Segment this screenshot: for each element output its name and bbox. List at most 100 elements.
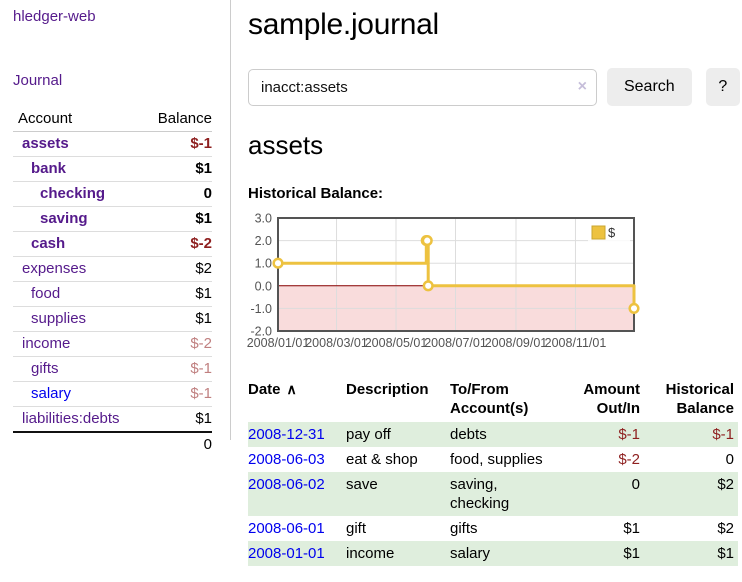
account-balance: $-2 <box>140 231 212 257</box>
transaction-date-link[interactable]: 2008-06-02 <box>248 476 325 493</box>
clear-search-icon[interactable]: × <box>577 77 587 95</box>
account-balance: $2 <box>140 256 212 282</box>
y-tick-label: -1.0 <box>250 302 272 316</box>
register-header-description: Description <box>346 381 429 398</box>
account-link[interactable]: cash <box>31 235 66 252</box>
account-row: expenses $2 <box>13 256 212 282</box>
account-link[interactable]: income <box>22 335 71 352</box>
y-tick-label: 2.0 <box>255 234 272 248</box>
register-header-balance: Historical Balance <box>665 381 734 417</box>
transaction-balance: $2 <box>717 476 734 493</box>
search-input[interactable] <box>248 68 597 106</box>
x-tick-label: 2008/01/01 <box>247 336 310 350</box>
transaction-balance: 0 <box>725 451 734 468</box>
register-table: Date ∧ Description To/From Account(s) Amou… <box>248 378 738 566</box>
account-link[interactable]: bank <box>31 160 67 177</box>
y-tick-label: 0.0 <box>255 279 272 293</box>
account-balance: $1 <box>140 306 212 332</box>
transaction-date-link[interactable]: 2008-06-01 <box>248 520 325 537</box>
account-balance: 0 <box>140 181 212 207</box>
main-content: sample.journal × Search ? assets Histori… <box>247 0 740 566</box>
account-link[interactable]: food <box>31 285 61 302</box>
account-balance: $1 <box>140 206 212 232</box>
account-link[interactable]: salary <box>31 385 72 402</box>
account-balance: $-1 <box>140 131 212 157</box>
register-header-date[interactable]: Date ∧ <box>248 381 297 398</box>
transaction-accounts: food, supplies <box>450 451 543 468</box>
account-link[interactable]: gifts <box>31 360 59 377</box>
account-link[interactable]: supplies <box>31 310 87 327</box>
account-row: food $1 <box>13 281 212 307</box>
account-row: income $-2 <box>13 331 212 357</box>
account-balance: $1 <box>140 281 212 307</box>
transaction-accounts: gifts <box>450 520 478 537</box>
search-button[interactable]: Search <box>606 68 692 106</box>
account-page-title: assets <box>248 130 324 160</box>
account-balance: $1 <box>140 406 212 433</box>
account-row: liabilities:debts $1 <box>13 406 212 433</box>
account-row: checking 0 <box>13 181 212 207</box>
transaction-accounts: debts <box>450 426 487 443</box>
transaction-amount: $1 <box>623 520 640 537</box>
accounts-header-balance: Balance <box>140 107 212 132</box>
data-point-marker <box>272 257 284 269</box>
accounts-table-body: assets $-1 bank $1 checking 0 saving $1 cash $-2 e… <box>13 131 212 433</box>
transaction-amount: $1 <box>623 545 640 562</box>
register-header-amount: Amount Out/In <box>583 381 640 417</box>
transaction-amount: 0 <box>631 476 640 493</box>
sort-ascending-icon[interactable]: ∧ <box>286 381 297 397</box>
register-table-body: 2008-12-31 pay off debts $-1 $-1 2008-06-03 ea… <box>248 422 738 566</box>
account-row: cash $-2 <box>13 231 212 257</box>
accounts-header-account: Account <box>13 107 141 132</box>
historical-balance-chart: $3.0 2.0 1.0 0.0 -1.0 -2.0 2008/01/01 2008/03/0… <box>241 212 740 363</box>
legend-swatch <box>591 225 606 240</box>
account-link[interactable]: checking <box>40 185 106 202</box>
transaction-date-link[interactable]: 2008-12-31 <box>248 426 325 443</box>
brand-link[interactable]: hledger-web <box>13 8 96 25</box>
account-link[interactable]: liabilities:debts <box>22 410 120 427</box>
account-link[interactable]: saving <box>40 210 88 227</box>
account-row: salary $-1 <box>13 381 212 407</box>
help-button[interactable]: ? <box>705 68 740 106</box>
transaction-row: 2008-12-31 pay off debts $-1 $-1 <box>248 422 738 447</box>
x-tick-label: 2008/05/01 <box>365 336 428 350</box>
transaction-description: pay off <box>346 426 391 443</box>
register-header-accounts: To/From Account(s) <box>450 381 529 417</box>
transaction-accounts: salary <box>450 545 491 562</box>
transaction-date-link[interactable]: 2008-01-01 <box>248 545 325 562</box>
transaction-amount: $-1 <box>618 426 640 443</box>
account-row: supplies $1 <box>13 306 212 332</box>
data-point-marker <box>422 280 434 292</box>
x-tick-label: 2008/09/01 <box>485 336 548 350</box>
transaction-description: income <box>346 545 395 562</box>
account-row: gifts $-1 <box>13 356 212 382</box>
search-form: × Search ? <box>248 68 740 106</box>
x-tick-label: 2008/11/01 <box>545 336 607 350</box>
data-point-marker <box>421 235 433 247</box>
account-link[interactable]: expenses <box>22 260 87 277</box>
sidebar-item-journal[interactable]: Journal <box>13 72 63 89</box>
transaction-accounts: saving, checking <box>450 476 510 512</box>
x-tick-label: 2008/03/01 <box>305 336 368 350</box>
plot-border <box>277 217 635 332</box>
accounts-table: Account Balance assets $-1 bank $1 checking 0… <box>13 107 212 457</box>
account-balance: $-1 <box>140 381 212 407</box>
legend-label: $ <box>608 225 616 240</box>
accounts-total-value: 0 <box>140 431 212 457</box>
account-row: saving $1 <box>13 206 212 232</box>
page-title: sample.journal <box>248 8 439 41</box>
transaction-row: 2008-06-03 eat & shop food, supplies $-2 0 <box>248 447 738 472</box>
y-tick-label: -2.0 <box>250 325 272 339</box>
transaction-description: gift <box>346 520 367 537</box>
chart-title: Historical Balance: <box>248 185 384 202</box>
transaction-row: 2008-06-01 gift gifts $1 $2 <box>248 516 738 541</box>
account-row: assets $-1 <box>13 131 212 157</box>
transaction-balance: $2 <box>717 520 734 537</box>
account-row: bank $1 <box>13 156 212 182</box>
x-tick-label: 2008/07/01 <box>424 336 487 350</box>
account-link[interactable]: assets <box>22 135 69 152</box>
transaction-date-link[interactable]: 2008-06-03 <box>248 451 325 468</box>
accounts-total-row: 0 <box>13 431 212 457</box>
transaction-balance: $-1 <box>712 426 734 443</box>
data-point-marker <box>628 302 640 314</box>
